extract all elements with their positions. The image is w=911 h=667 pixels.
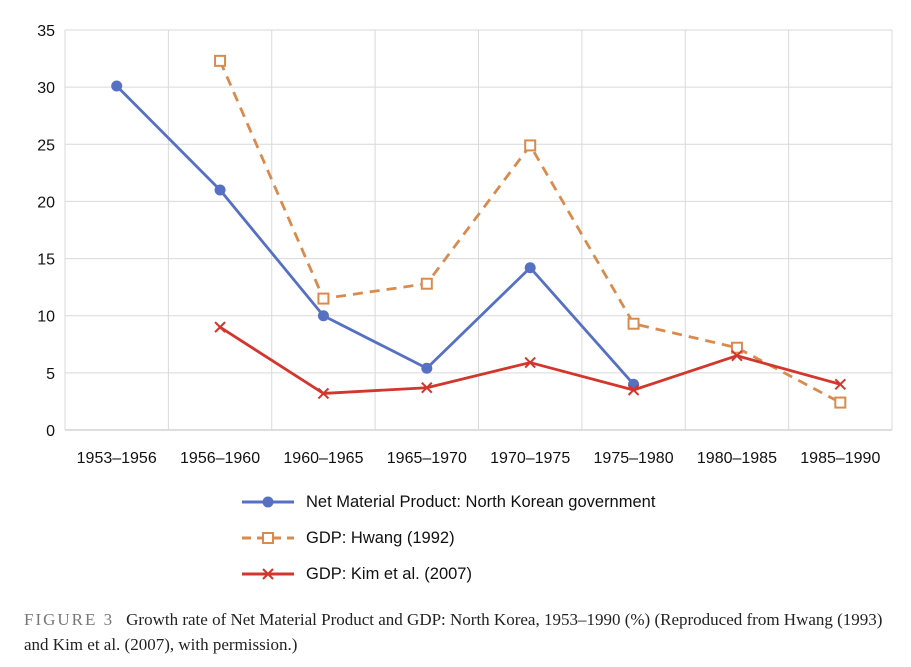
data-point xyxy=(524,356,536,369)
data-point xyxy=(420,277,433,290)
data-point-stroke xyxy=(834,378,847,390)
data-point xyxy=(214,184,226,196)
data-point xyxy=(524,262,536,274)
data-point xyxy=(214,321,226,333)
data-point xyxy=(214,54,227,67)
x-tick-label: 1970–1975 xyxy=(490,450,570,467)
legend-label-hwang: GDP: Hwang (1992) xyxy=(306,528,455,547)
y-tick-label: 25 xyxy=(37,137,55,154)
data-point xyxy=(421,362,433,374)
legend-item-hwang: GDP: Hwang (1992) xyxy=(240,520,655,556)
data-point xyxy=(317,292,330,305)
x-tick-label: 1956–1960 xyxy=(180,450,260,467)
x-tick-label: 1980–1985 xyxy=(697,450,777,467)
y-tick-label: 0 xyxy=(46,423,55,440)
series-line-2 xyxy=(219,325,841,395)
y-tick-label: 35 xyxy=(37,23,55,40)
data-point-stroke xyxy=(524,356,536,369)
legend-label-kim: GDP: Kim et al. (2007) xyxy=(306,564,472,583)
data-point xyxy=(524,139,537,152)
data-point xyxy=(731,350,743,362)
figure-label: FIGURE 3 xyxy=(24,610,115,629)
y-tick-label: 5 xyxy=(46,366,55,383)
data-point-stroke xyxy=(421,382,433,394)
y-tick-label: 20 xyxy=(37,194,55,211)
series-group xyxy=(111,54,847,409)
x-tick-label: 1975–1980 xyxy=(594,450,674,467)
x-tick-label: 1985–1990 xyxy=(800,450,880,467)
legend-item-kim: GDP: Kim et al. (2007) xyxy=(240,556,655,592)
figure-caption: FIGURE 3 Growth rate of Net Material Prod… xyxy=(24,607,892,657)
series-line-0 xyxy=(115,85,635,386)
y-axis-tick-labels: 0 5 10 15 20 25 30 35 xyxy=(37,23,55,440)
x-tick-label: 1965–1970 xyxy=(387,450,467,467)
data-point xyxy=(834,396,847,409)
data-point xyxy=(317,387,330,400)
data-point-stroke xyxy=(731,350,743,362)
figure-caption-text: Growth rate of Net Material Product and … xyxy=(24,610,883,654)
legend-swatch-nmp xyxy=(242,496,294,508)
data-point xyxy=(111,80,123,92)
legend-label-nmp: Net Material Product: North Korean gover… xyxy=(306,492,656,511)
x-axis-tick-labels: 1953–1956 1956–1960 1960–1965 1965–1970 1970… xyxy=(77,450,881,467)
data-point-stroke xyxy=(627,384,640,396)
data-point-stroke xyxy=(317,387,330,400)
data-point xyxy=(421,382,433,394)
legend: Net Material Product: North Korean gover… xyxy=(240,484,655,592)
x-tick-label: 1960–1965 xyxy=(283,450,363,467)
x-tick-label: 1953–1956 xyxy=(77,450,157,467)
series-line-1 xyxy=(218,60,841,404)
data-point xyxy=(627,317,640,330)
data-point-stroke xyxy=(214,321,226,333)
line-chart: 0 5 10 15 20 25 30 35 1953–1956 1956–1960 1960–19… xyxy=(37,23,893,467)
data-point xyxy=(317,310,329,322)
data-point xyxy=(627,384,640,396)
y-tick-label: 15 xyxy=(37,252,55,269)
legend-swatch-hwang xyxy=(242,532,294,544)
data-point xyxy=(730,341,743,354)
data-point xyxy=(834,378,847,390)
legend-item-nmp: Net Material Product: North Korean gover… xyxy=(240,484,655,520)
y-tick-label: 30 xyxy=(37,80,55,97)
legend-swatch-kim xyxy=(242,568,294,580)
y-tick-label: 10 xyxy=(37,309,55,326)
grid-lines xyxy=(64,29,893,431)
